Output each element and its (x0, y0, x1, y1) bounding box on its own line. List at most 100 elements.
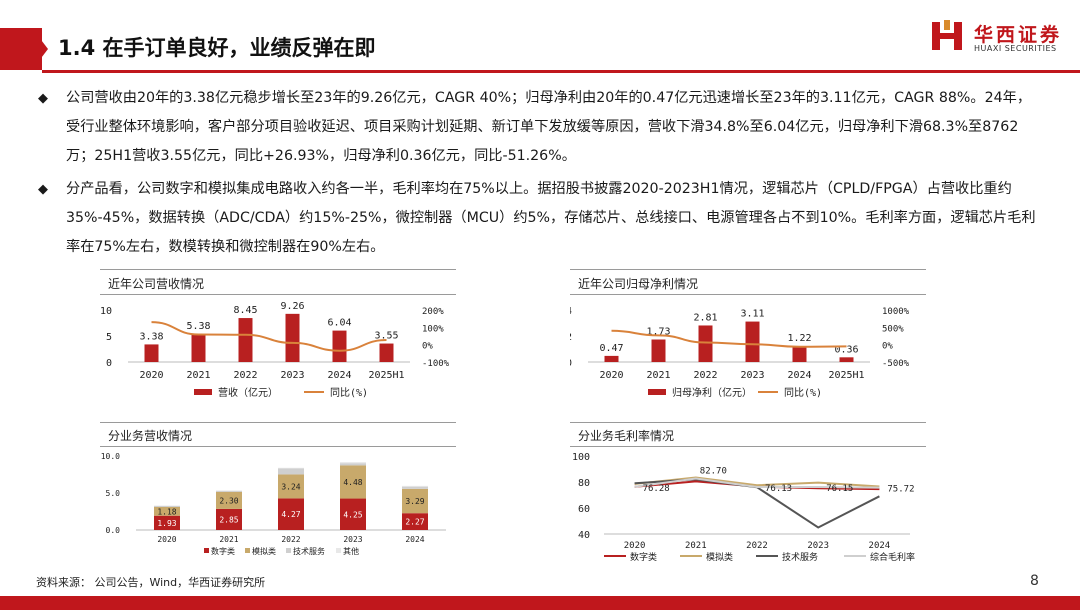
panel-rule (570, 422, 926, 423)
line-data-label: 82.70 (700, 466, 727, 476)
stack-segment (340, 463, 366, 466)
stack-segment (278, 468, 304, 475)
legend-label: 同比(%) (330, 387, 368, 399)
bar (604, 355, 619, 362)
bar (839, 357, 854, 362)
line-data-label: 75.72 (887, 485, 914, 495)
segment-data-label: 3.24 (281, 482, 300, 491)
stack-segment (340, 465, 366, 499)
y-tick-label-right: 500% (882, 324, 904, 334)
bar (379, 343, 394, 362)
legend-label: 技术服务 (293, 546, 325, 556)
line-data-label: 76.15 (826, 484, 853, 494)
stack-segment (216, 491, 242, 509)
bullet-item: ◆ 公司营收由20年的3.38亿元稳步增长至23年的9.26亿元，CAGR 40… (32, 84, 1042, 171)
bar (698, 325, 713, 362)
bar-data-label: 0.36 (834, 344, 858, 355)
x-tick-label: 2020 (139, 370, 163, 381)
legend-label: 综合毛利率 (870, 551, 915, 563)
stack-segment (402, 513, 428, 530)
panel-rule (100, 446, 456, 447)
legend-label: 模拟类 (706, 551, 733, 563)
bar (285, 313, 300, 362)
bar-data-label: 1.73 (646, 327, 670, 338)
chart-title-segment-revenue: 分业务营收情况 (108, 429, 193, 443)
chart-title-revenue: 近年公司营收情况 (108, 277, 205, 291)
stack-segment (340, 462, 366, 464)
bar (144, 344, 159, 362)
stack-segment (216, 490, 242, 492)
y-tick-label-right: -500% (882, 359, 910, 369)
bar (792, 346, 807, 362)
x-tick-label: 2021 (646, 370, 670, 381)
bar-data-label: 1.22 (787, 333, 811, 344)
bar-data-label: 3.38 (139, 331, 163, 342)
x-tick-label: 2024 (869, 541, 891, 551)
segment-data-label: 4.25 (343, 510, 362, 519)
legend-swatch-bar (648, 389, 666, 395)
bullet-text: 分产品看，公司数字和模拟集成电路收入约各一半，毛利率均在75%以上。据招股书披露… (66, 181, 1036, 255)
legend-label: 数字类 (630, 551, 657, 563)
stack-segment (154, 505, 180, 507)
legend-label: 同比(%) (784, 387, 822, 399)
segment-data-label: 4.48 (343, 478, 362, 487)
stack-segment (340, 498, 366, 530)
diamond-bullet-icon: ◆ (38, 91, 48, 106)
legend-swatch (245, 548, 250, 553)
huaxi-logo-icon (932, 20, 962, 50)
series-line (634, 477, 880, 489)
bar (332, 330, 347, 362)
panel-rule (100, 269, 456, 270)
x-tick-label: 2022 (233, 370, 257, 381)
segment-data-label: 2.27 (405, 518, 424, 527)
y-tick-label: 0.0 (106, 526, 121, 535)
x-tick-label: 2021 (219, 535, 238, 544)
bar-data-label: 3.11 (740, 309, 764, 320)
page-title: 1.4 在手订单良好，业绩反弹在即 (58, 36, 376, 60)
x-tick-label: 2025H1 (368, 370, 404, 381)
legend-swatch-bar (194, 389, 212, 395)
legend-label: 模拟类 (252, 546, 276, 556)
segment-margin-chart: 100 80 60 40 76.28 2020 82.70 2021 76.13 2022 76.1… (572, 452, 915, 563)
x-tick-label: 2021 (186, 370, 210, 381)
stack-segment (154, 515, 180, 530)
y-tick-label-left: 0 (106, 358, 112, 369)
bar (238, 318, 253, 362)
legend-swatch (336, 548, 341, 553)
brand-name-cn: 华西证券 (974, 24, 1063, 46)
chart-title-segment-margin: 分业务毛利率情况 (578, 429, 675, 443)
line-data-label: 76.13 (765, 484, 792, 494)
stack-segment (278, 498, 304, 530)
y-tick-label-left: 4 (570, 306, 572, 317)
x-tick-label: 2024 (405, 535, 424, 544)
y-tick-label-right: 100% (422, 324, 444, 334)
y-tick-label: 5.0 (106, 489, 121, 498)
legend-label: 技术服务 (782, 551, 818, 563)
segment-data-label: 4.27 (281, 510, 300, 519)
x-tick-label: 2023 (807, 541, 829, 551)
bar (191, 334, 206, 362)
panel-rule (100, 422, 456, 423)
x-tick-label: 2020 (157, 535, 176, 544)
x-tick-label: 2020 (624, 541, 646, 551)
panel-rule (570, 446, 926, 447)
segment-data-label: 2.85 (219, 515, 238, 524)
bar-data-label: 0.47 (599, 343, 623, 354)
segment-revenue-chart: 10.0 5.0 0.0 1.93 1.18 2020 2.85 2.30 2021 4.27 3.… (101, 452, 446, 556)
legend-label: 其他 (343, 546, 359, 556)
stack-segment (402, 485, 428, 487)
panel-rule (100, 294, 456, 295)
segment-data-label: 2.30 (219, 496, 238, 505)
segment-data-label: 1.18 (157, 507, 176, 516)
bar (745, 321, 760, 362)
legend-swatch (204, 548, 209, 553)
y-tick-label-right: 0% (882, 342, 893, 352)
diamond-bullet-icon: ◆ (38, 182, 48, 197)
brand-name-en: HUAXI SECURITIES (974, 44, 1057, 53)
bar (651, 339, 666, 362)
panel-rule (570, 269, 926, 270)
x-tick-label: 2023 (343, 535, 362, 544)
y-tick-label: 40 (578, 530, 590, 541)
legend-label: 归母净利（亿元） (672, 386, 752, 399)
x-tick-label: 2022 (281, 535, 300, 544)
